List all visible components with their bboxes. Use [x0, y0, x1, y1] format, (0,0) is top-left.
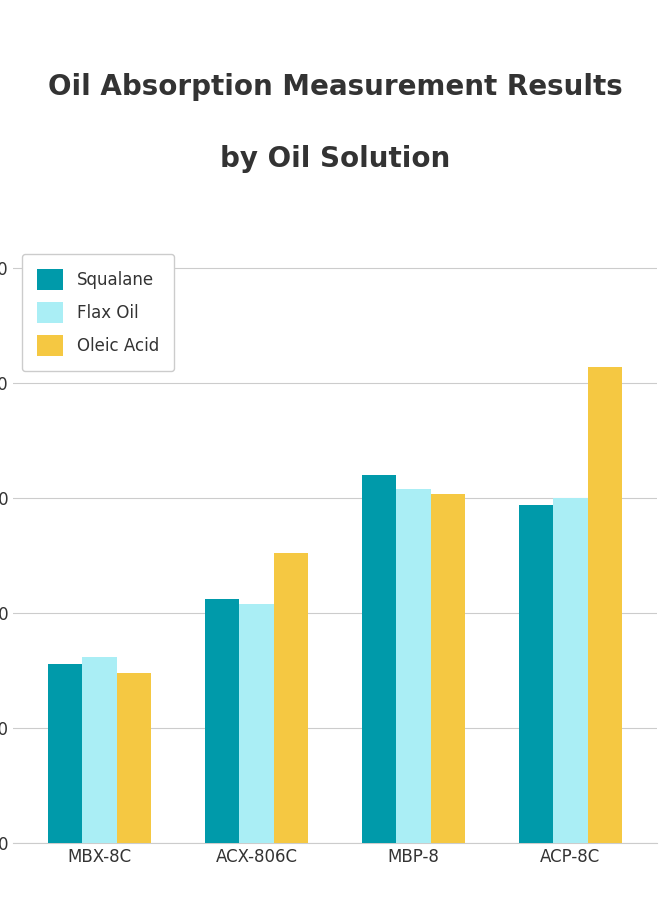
Bar: [117, 672, 151, 843]
Bar: [519, 505, 553, 843]
Text: by Oil Solution: by Oil Solution: [220, 145, 450, 173]
Bar: [239, 604, 274, 843]
Bar: [431, 494, 465, 843]
Bar: [205, 599, 239, 843]
Bar: [553, 498, 588, 843]
Bar: [48, 663, 82, 843]
Bar: [274, 553, 308, 843]
Bar: [82, 657, 117, 843]
Bar: [588, 367, 622, 843]
Text: Oil Absorption Measurement Results: Oil Absorption Measurement Results: [48, 72, 622, 101]
Legend: Squalane, Flax Oil, Oleic Acid: Squalane, Flax Oil, Oleic Acid: [21, 254, 174, 371]
Bar: [396, 489, 431, 843]
Bar: [362, 475, 396, 843]
